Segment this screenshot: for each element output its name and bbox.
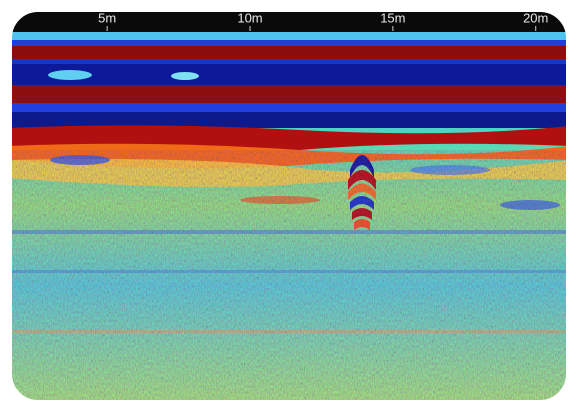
x-tick-label: 10m xyxy=(237,10,262,25)
x-tick-label: 15m xyxy=(380,10,405,25)
radar-image xyxy=(8,8,570,404)
radargram-view: 5m 10m 15m 20m xyxy=(0,0,577,411)
x-tick-label: 20m xyxy=(523,10,548,25)
x-tick-label: 5m xyxy=(98,10,116,25)
